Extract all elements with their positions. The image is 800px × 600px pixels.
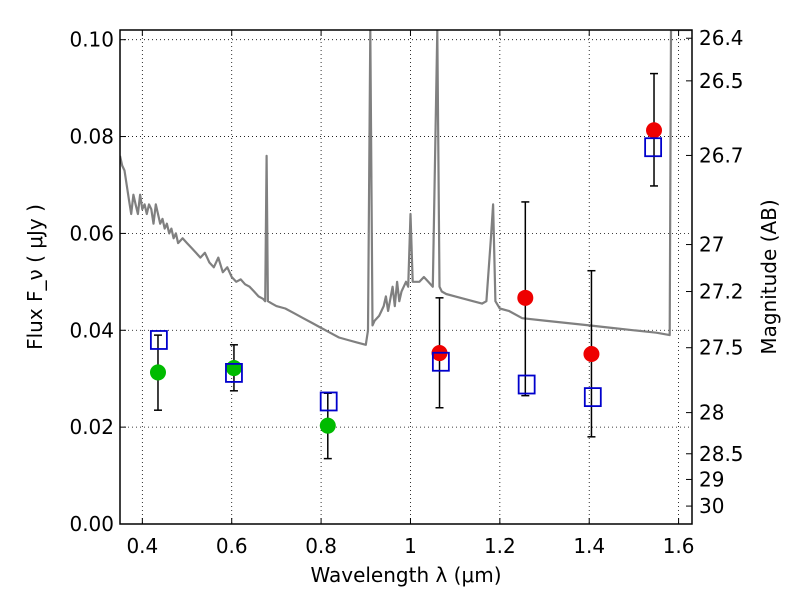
- y-tick-label: 0.08: [69, 125, 114, 149]
- model-photometry-square: [644, 137, 663, 158]
- y-axis-right-title: Magnitude (AB): [757, 199, 781, 354]
- model-photometry-square: [583, 387, 602, 408]
- x-tick-label: 0.8: [305, 534, 337, 558]
- model-photometry-square: [517, 374, 536, 395]
- x-axis-title: Wavelength λ (μm): [310, 563, 501, 587]
- y-axis-title: Flux F_ν ( μJy ): [23, 204, 47, 350]
- plot-frame: [119, 29, 693, 525]
- red-observed-point: [517, 289, 534, 306]
- model-photometry-square: [431, 351, 450, 372]
- green-observed-point: [149, 364, 166, 381]
- red-observed-point: [583, 346, 600, 363]
- ticks-layer: 0.4 0.6 0.8 1 1.2 1.4 1.6 0.00 0.02 0.04 0.06 0.08 0…: [69, 26, 743, 558]
- x-tick-label: 1: [404, 534, 417, 558]
- magnitude-tick-label: 28: [699, 401, 724, 425]
- magnitude-tick-label: 29: [699, 467, 724, 491]
- model-photometry-square: [225, 362, 243, 383]
- points-layer: [149, 72, 663, 460]
- x-tick-label: 0.6: [216, 534, 248, 558]
- magnitude-tick-label: 27.5: [699, 336, 744, 360]
- magnitude-tick-label: 26.5: [699, 69, 744, 93]
- grid: [120, 30, 692, 525]
- y-tick-label: 0.10: [69, 28, 114, 52]
- x-tick-label: 1.6: [663, 534, 695, 558]
- model-spectrum-line: [120, 30, 692, 346]
- x-tick-label: 1.4: [573, 534, 605, 558]
- y-tick-label: 0.06: [69, 221, 114, 245]
- green-observed-point: [319, 417, 336, 434]
- magnitude-tick-label: 27: [699, 233, 724, 257]
- green-observed-point: [225, 360, 242, 377]
- magnitude-tick-label: 26.4: [699, 26, 744, 50]
- y-tick-label: 0.00: [69, 512, 114, 536]
- model-photometry-square: [149, 330, 168, 350]
- model-photometry-square: [319, 391, 338, 412]
- red-observed-point: [646, 122, 663, 139]
- spectrum-layer: [120, 30, 692, 346]
- magnitude-tick-label: 27.2: [699, 280, 744, 304]
- magnitude-tick-label: 28.5: [699, 442, 744, 466]
- x-tick-label: 1.2: [484, 534, 516, 558]
- magnitude-tick-label: 26.7: [699, 143, 744, 167]
- y-tick-label: 0.02: [69, 415, 114, 439]
- magnitude-tick-label: 30: [699, 494, 724, 518]
- y-tick-label: 0.04: [69, 318, 114, 342]
- x-tick-label: 0.4: [126, 534, 158, 558]
